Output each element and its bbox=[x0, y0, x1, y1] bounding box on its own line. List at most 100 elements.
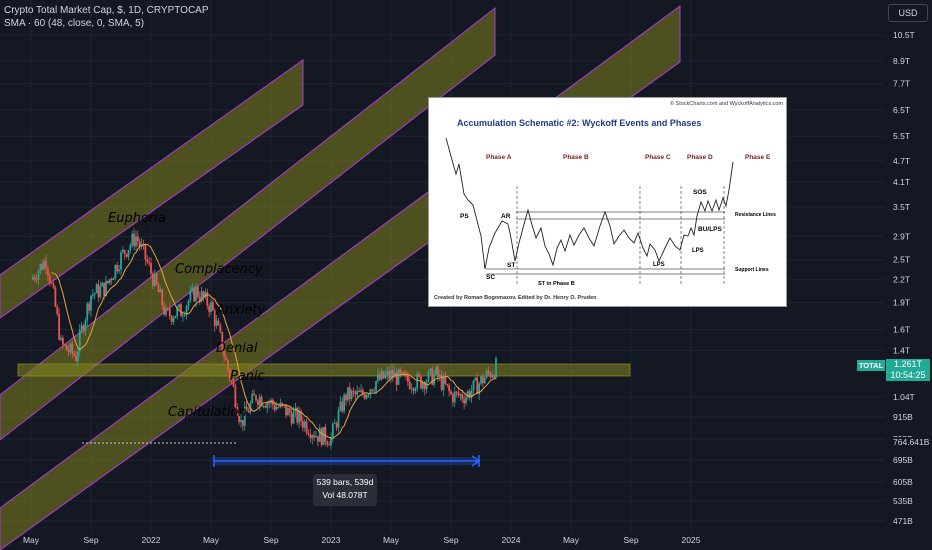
candle-body bbox=[348, 387, 351, 400]
candle-body bbox=[95, 284, 98, 294]
candle-body bbox=[123, 249, 126, 254]
candle-body bbox=[421, 382, 424, 389]
candle-body bbox=[206, 292, 209, 306]
candle-body bbox=[468, 391, 471, 399]
candle-body bbox=[316, 436, 319, 442]
candle-body bbox=[300, 411, 302, 422]
candle-body bbox=[225, 356, 227, 360]
measure-bars: 539 bars, 539d bbox=[316, 477, 374, 487]
inset-title: Accumulation Schematic #2: Wyckoff Event… bbox=[457, 118, 701, 128]
candle-body bbox=[43, 260, 46, 270]
candle-body bbox=[408, 381, 411, 390]
x-tick-label: Sep bbox=[83, 535, 98, 545]
candle-body bbox=[433, 373, 436, 385]
y-tick-label: 535B bbox=[893, 496, 913, 506]
candle-body bbox=[202, 291, 205, 297]
candle-body bbox=[133, 233, 136, 247]
candle-body bbox=[151, 273, 154, 287]
candle-body bbox=[178, 304, 181, 308]
candle-body bbox=[335, 423, 338, 428]
event-bu-lps: BU/LPS bbox=[698, 226, 723, 233]
candle-body bbox=[444, 376, 447, 385]
event-lps-2: LPS bbox=[692, 248, 704, 254]
support-price-label: 764.641B bbox=[893, 437, 931, 448]
candle-body bbox=[195, 286, 197, 302]
candle-body bbox=[448, 385, 451, 392]
inset-credit-bottom: Created by Roman Bogomazov. Edited by Dr… bbox=[434, 295, 597, 301]
candle-body bbox=[288, 408, 291, 414]
candle-body bbox=[213, 310, 216, 326]
candle-body bbox=[106, 280, 109, 283]
candle-body bbox=[157, 284, 160, 293]
candle-body bbox=[485, 370, 488, 378]
legend-sma[interactable]: SMA · 60 (48, close, 0, SMA, 5) bbox=[4, 18, 145, 29]
candle-body bbox=[41, 263, 44, 270]
candle-body bbox=[144, 244, 147, 260]
measure-arrow-head bbox=[471, 455, 481, 467]
candle-body bbox=[341, 401, 344, 412]
candle-body bbox=[187, 300, 190, 307]
candle-body bbox=[495, 358, 497, 378]
candle-body bbox=[80, 325, 83, 330]
candle-body bbox=[112, 278, 115, 281]
x-tick-label: 2025 bbox=[682, 535, 701, 545]
candle-body bbox=[256, 400, 259, 405]
candle-body bbox=[478, 383, 481, 395]
current-price-tag: 1.261T 10:54:25 bbox=[886, 359, 930, 381]
candle-body bbox=[193, 287, 196, 302]
candle-body bbox=[346, 387, 349, 401]
y-tick-label: 1.6T bbox=[893, 325, 910, 335]
candle-body bbox=[264, 406, 267, 408]
candle-body bbox=[476, 377, 479, 395]
candle-body bbox=[318, 428, 321, 442]
y-tick-label: 2.9T bbox=[893, 231, 910, 241]
candle-body bbox=[159, 289, 162, 293]
y-tick-label: 2.5T bbox=[893, 255, 910, 265]
candle-body bbox=[108, 279, 111, 283]
candle-body bbox=[91, 294, 94, 296]
event-st: ST bbox=[507, 262, 515, 269]
measure-volume: Vol 48.078T bbox=[322, 490, 368, 500]
candle-body bbox=[401, 371, 404, 374]
candle-body bbox=[73, 353, 76, 356]
date-range-measure[interactable] bbox=[213, 455, 481, 467]
candle-body bbox=[435, 366, 437, 374]
candle-body bbox=[189, 290, 192, 301]
candle-body bbox=[305, 421, 308, 433]
legend-symbol[interactable]: Crypto Total Market Cap, $, 1D, CRYPTOCA… bbox=[4, 5, 209, 16]
candle-body bbox=[328, 444, 331, 446]
resistance-lines-label: Resistance Lines bbox=[735, 212, 776, 218]
currency-button[interactable]: USD bbox=[888, 4, 928, 22]
candle-body bbox=[260, 396, 263, 407]
x-tick-label: 2024 bbox=[502, 535, 521, 545]
candle-body bbox=[382, 371, 385, 379]
candle-body bbox=[320, 428, 323, 445]
candle-body bbox=[211, 302, 214, 311]
candle-body bbox=[453, 391, 456, 403]
candle-body bbox=[180, 304, 182, 317]
candle-body bbox=[163, 305, 166, 315]
candle-body bbox=[350, 390, 353, 400]
candle-body bbox=[277, 406, 280, 408]
candle-body bbox=[86, 303, 89, 321]
sma-line bbox=[51, 243, 496, 439]
candle-body bbox=[176, 307, 179, 316]
candle-body bbox=[331, 423, 334, 437]
candle-body bbox=[247, 410, 250, 413]
candle-body bbox=[37, 271, 40, 281]
candle-body bbox=[60, 337, 62, 340]
y-tick-label: 1.9T bbox=[893, 298, 910, 308]
y-tick-label: 4.1T bbox=[893, 177, 910, 187]
candle-body bbox=[440, 374, 443, 390]
candle-body bbox=[307, 432, 310, 435]
candle-body bbox=[170, 315, 173, 322]
candle-body bbox=[303, 421, 306, 428]
annotation-panic: Panic bbox=[230, 369, 265, 384]
candle-body bbox=[165, 308, 167, 315]
candle-body bbox=[97, 284, 100, 298]
candle-body bbox=[266, 402, 269, 408]
candle-body bbox=[110, 279, 113, 281]
resistance-zone[interactable] bbox=[17, 363, 631, 377]
x-tick-label: May bbox=[23, 535, 40, 545]
candle-body bbox=[84, 320, 87, 332]
